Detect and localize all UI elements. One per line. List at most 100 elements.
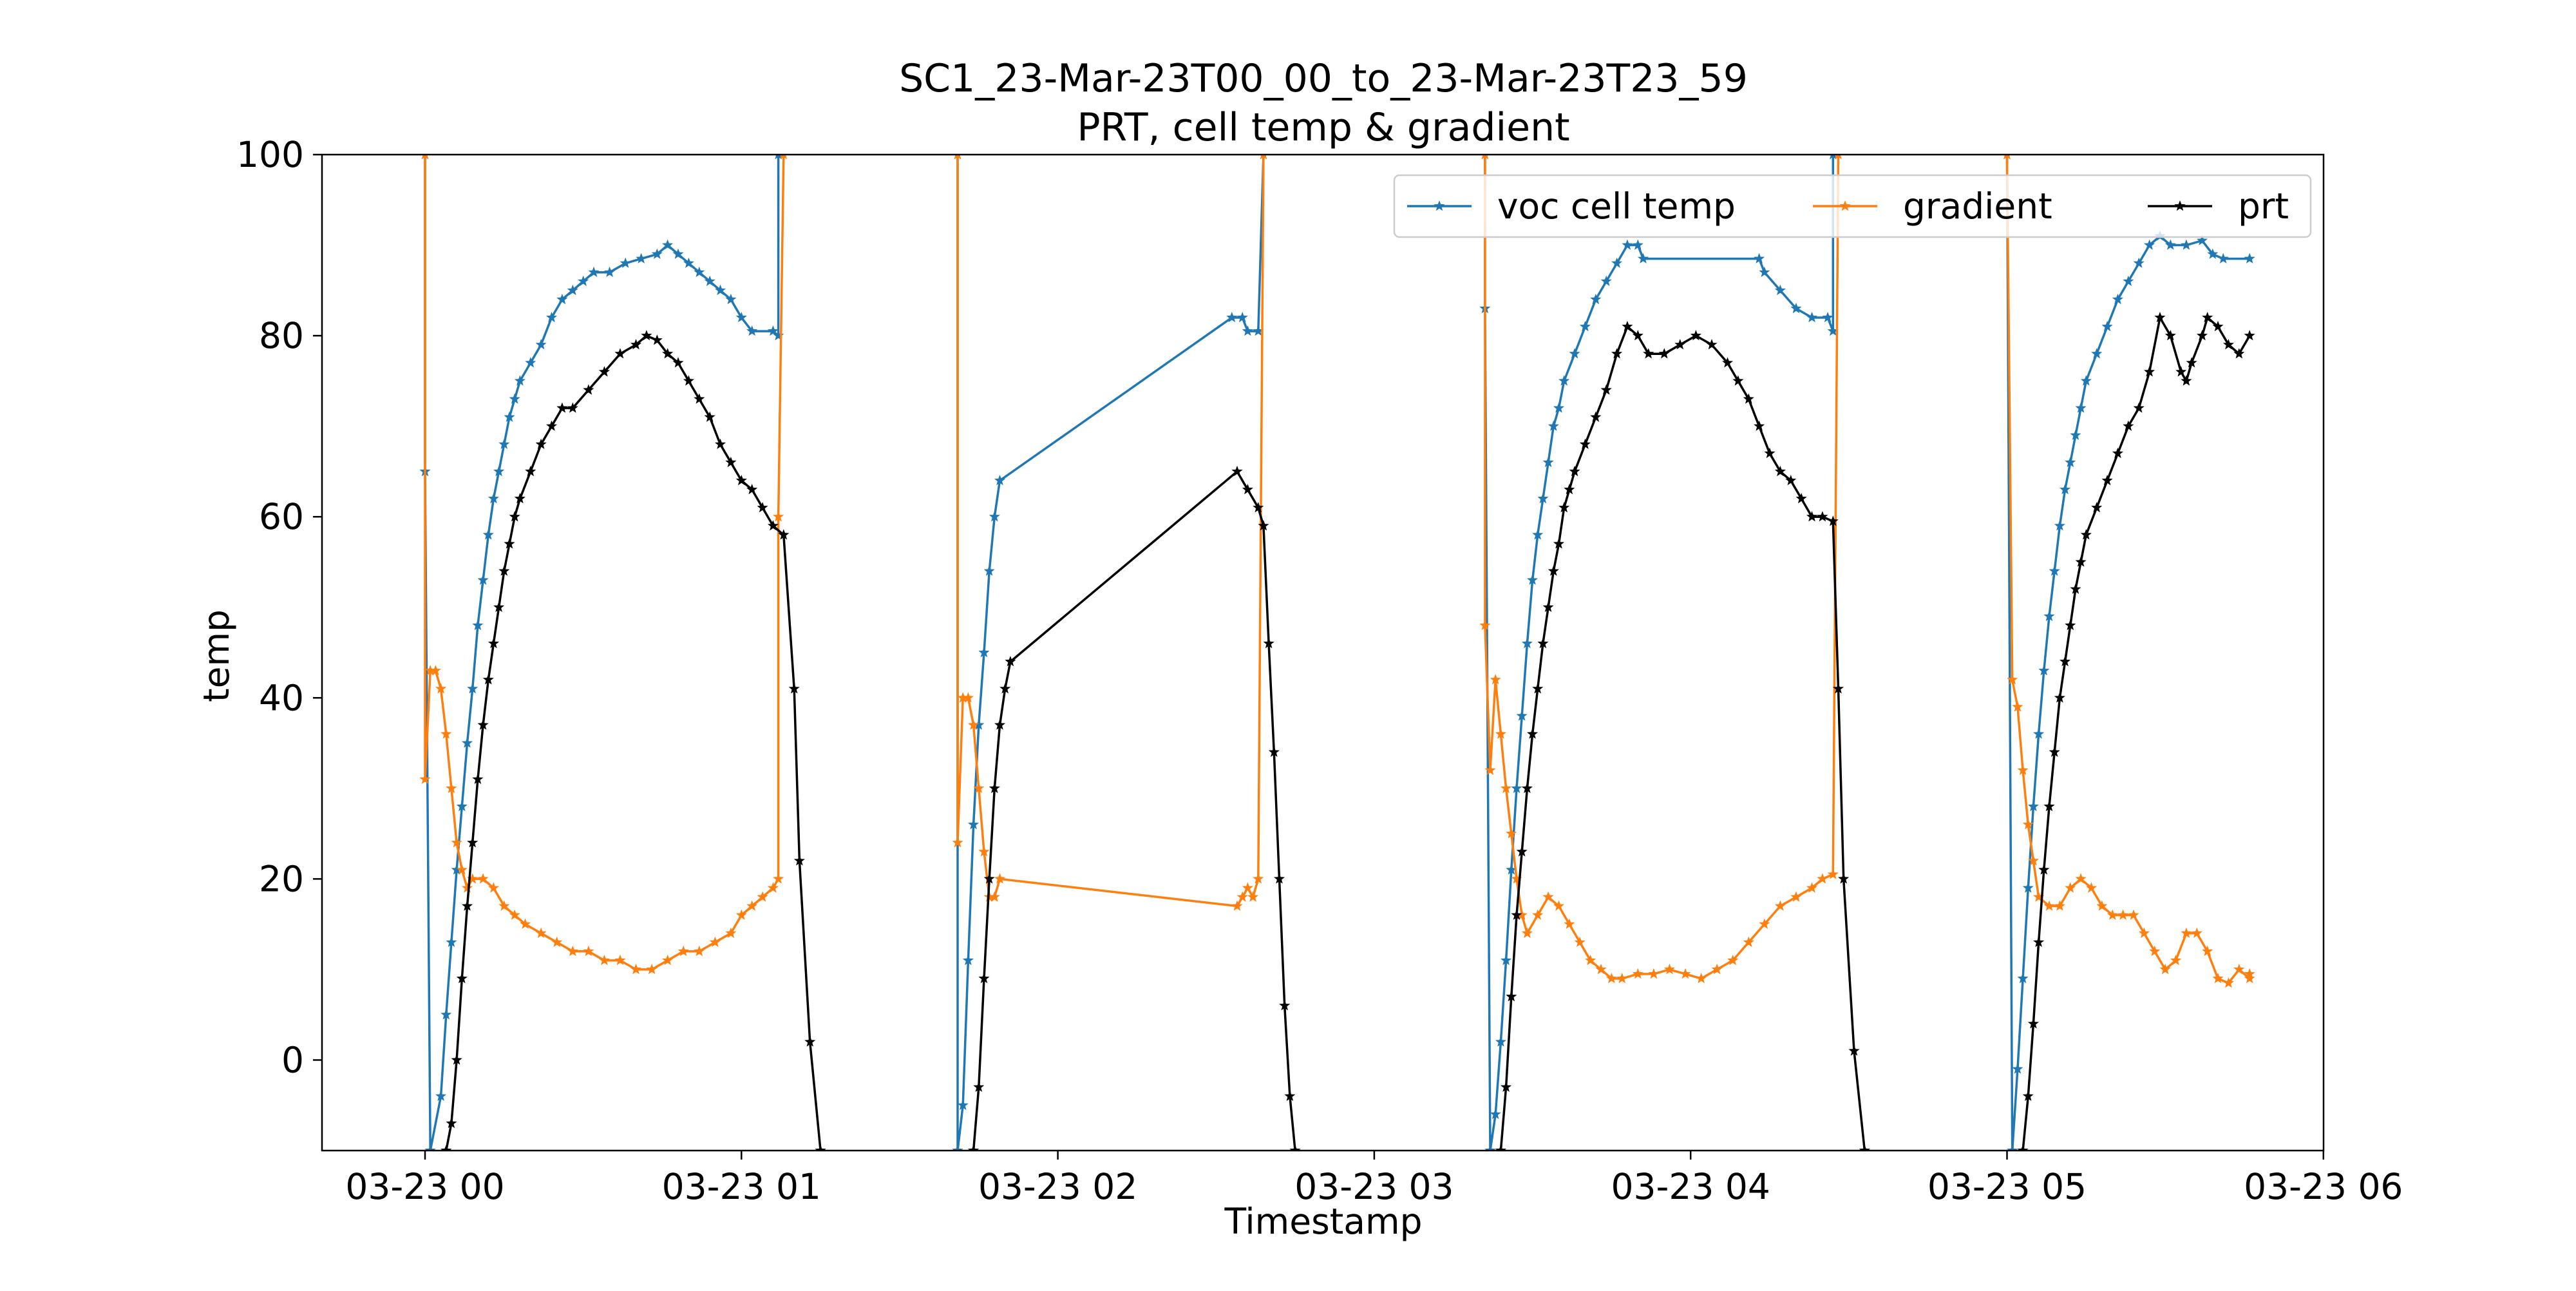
data-point-gradient xyxy=(2027,855,2039,866)
data-point-prt xyxy=(472,773,484,784)
series-gradient xyxy=(2003,155,2255,988)
data-point-gradient xyxy=(2202,945,2213,957)
data-point-prt xyxy=(2164,330,2176,341)
data-point-prt xyxy=(2065,619,2076,631)
data-point-gradient xyxy=(1242,882,1253,893)
data-point-gradient xyxy=(962,692,974,703)
data-point-voc-cell-temp xyxy=(1511,782,1522,794)
legend: voc cell temp gradient prt xyxy=(1393,174,2312,238)
data-point-prt xyxy=(735,475,747,486)
data-point-gradient xyxy=(456,864,468,875)
data-point-gradient xyxy=(735,909,747,920)
data-point-gradient xyxy=(2012,701,2023,712)
data-point-prt xyxy=(1506,991,1517,1002)
data-point-voc-cell-temp xyxy=(2080,375,2092,386)
data-point-prt xyxy=(1258,520,1269,531)
data-point-prt xyxy=(778,529,790,540)
data-point-voc-cell-temp xyxy=(461,737,473,748)
data-point-gradient xyxy=(567,945,578,957)
data-point-prt xyxy=(2070,583,2081,594)
x-tick-label: 03-23 04 xyxy=(1611,1166,1770,1207)
data-point-voc-cell-temp xyxy=(1527,574,1539,585)
data-point-gradient xyxy=(1231,900,1243,911)
data-point-gradient xyxy=(2096,900,2108,911)
data-point-voc-cell-temp xyxy=(694,266,705,277)
data-point-prt xyxy=(1284,1090,1296,1101)
data-point-prt xyxy=(1690,330,1701,341)
data-point-prt xyxy=(1527,728,1539,739)
data-point-prt xyxy=(1832,683,1844,694)
data-point-prt xyxy=(1274,873,1285,884)
data-point-voc-cell-temp xyxy=(773,330,784,341)
data-point-prt xyxy=(672,357,684,368)
data-point-prt xyxy=(2060,656,2071,667)
data-point-gradient xyxy=(583,945,594,957)
data-point-prt xyxy=(1495,1145,1506,1151)
data-point-prt xyxy=(1859,1145,1870,1151)
data-point-prt xyxy=(598,366,610,377)
data-point-prt xyxy=(641,330,652,341)
data-point-voc-cell-temp xyxy=(482,529,494,540)
data-point-voc-cell-temp xyxy=(504,411,515,422)
data-point-prt xyxy=(1848,1045,1860,1056)
x-tick-label: 03-23 00 xyxy=(345,1166,504,1207)
data-point-prt xyxy=(1743,393,1754,404)
data-point-gradient xyxy=(677,945,689,957)
data-point-voc-cell-temp xyxy=(509,393,520,404)
data-point-voc-cell-temp xyxy=(2007,1145,2018,1151)
data-point-gradient xyxy=(467,873,478,884)
data-point-gradient xyxy=(1564,918,1575,929)
data-point-voc-cell-temp xyxy=(636,253,647,263)
data-point-voc-cell-temp xyxy=(767,325,779,336)
data-point-prt xyxy=(2196,330,2208,341)
data-point-voc-cell-temp xyxy=(983,565,995,576)
data-point-gradient xyxy=(957,692,969,703)
data-point-voc-cell-temp xyxy=(1827,325,1839,336)
data-point-gradient xyxy=(973,782,985,794)
data-point-voc-cell-temp xyxy=(456,800,468,812)
data-point-gradient xyxy=(773,511,784,522)
data-point-voc-cell-temp xyxy=(2112,293,2123,305)
axis-ticks: 03-23 00 03-23 01 03-23 02 03-23 03 03-23 04… xyxy=(236,134,2403,1207)
data-point-prt xyxy=(662,348,674,359)
data-point-gradient xyxy=(1817,873,1828,884)
data-point-gradient xyxy=(646,963,658,975)
data-point-voc-cell-temp xyxy=(1542,456,1554,468)
data-point-voc-cell-temp xyxy=(493,465,505,477)
data-point-prt xyxy=(2022,1090,2034,1101)
y-tick-label: 100 xyxy=(236,134,304,175)
data-point-voc-cell-temp xyxy=(535,339,547,350)
data-point-gradient xyxy=(2007,674,2018,685)
data-point-gradient xyxy=(2159,963,2171,975)
data-point-voc-cell-temp xyxy=(672,248,684,259)
data-point-voc-cell-temp xyxy=(2022,882,2034,893)
data-point-gradient xyxy=(614,954,626,966)
series-line-voc-cell-temp xyxy=(424,155,780,1151)
data-point-gradient xyxy=(1253,873,1264,884)
data-point-prt xyxy=(2091,502,2103,513)
data-point-gradient xyxy=(477,873,489,884)
data-point-prt xyxy=(1501,1081,1512,1092)
data-point-prt xyxy=(2123,420,2134,431)
data-point-voc-cell-temp xyxy=(2065,456,2076,468)
data-point-prt xyxy=(1542,601,1554,612)
series-line-voc-cell-temp xyxy=(2005,155,2250,1151)
data-point-voc-cell-temp xyxy=(2101,321,2113,332)
series-gradient xyxy=(419,155,788,975)
data-point-prt xyxy=(1548,565,1559,576)
chart-subtitle: PRT, cell temp & gradient xyxy=(1077,105,1569,150)
data-point-voc-cell-temp xyxy=(2217,253,2229,263)
data-point-gradient xyxy=(2117,909,2129,920)
series-gradient xyxy=(952,155,1267,911)
data-point-voc-cell-temp xyxy=(2207,248,2219,259)
data-point-prt xyxy=(793,855,805,866)
data-point-prt xyxy=(1564,484,1575,495)
data-point-gradient xyxy=(1585,954,1596,966)
data-point-gradient xyxy=(1511,873,1522,884)
data-point-gradient xyxy=(1727,954,1739,966)
data-point-voc-cell-temp xyxy=(440,1009,452,1020)
data-point-prt xyxy=(535,438,547,449)
series-voc-cell-temp xyxy=(952,155,1267,1151)
data-point-prt xyxy=(2101,475,2113,486)
